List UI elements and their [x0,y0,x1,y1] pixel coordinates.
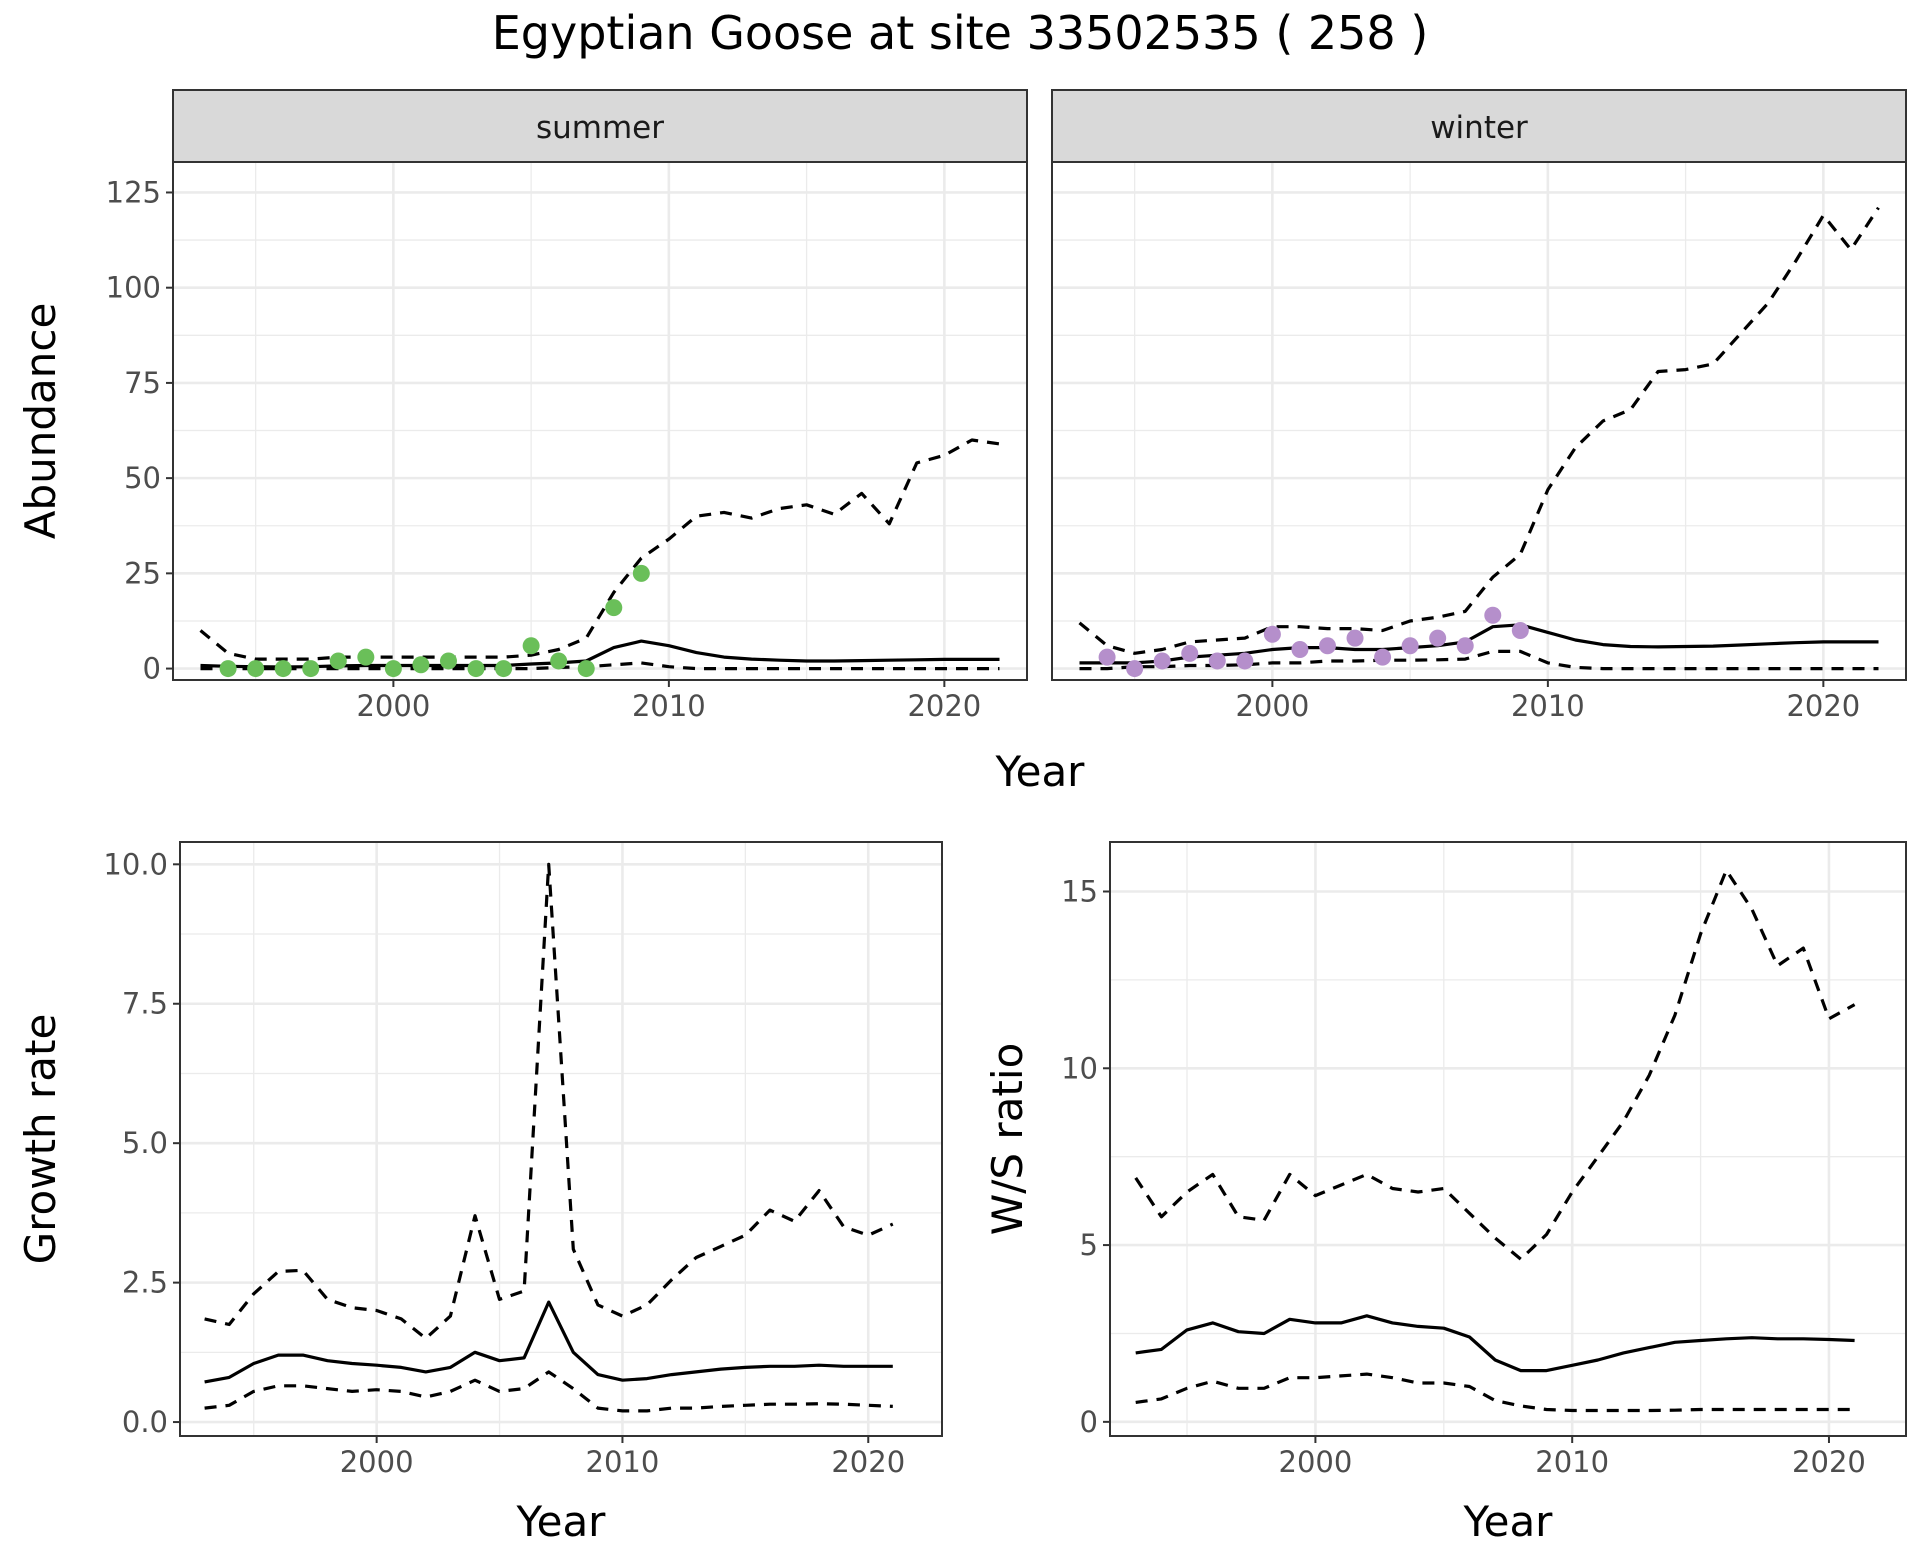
x-axis-title-growth: Year [516,1497,607,1546]
y-tick-label: 10.0 [103,847,168,881]
data-point [495,660,513,678]
y-tick-label: 0.0 [122,1405,168,1439]
facet-strip-label: summer [536,110,664,146]
panel-border [1051,161,1907,681]
x-tick-label: 2000 [356,689,430,723]
abundance-panel-winter: winter 2000 2010 2020 [1051,89,1907,723]
x-tick-label: 2000 [1279,1445,1353,1479]
facet-strip [1051,89,1907,163]
data-point [605,599,623,617]
series-line-upper [204,862,894,1340]
series-line-estimate [204,1300,893,1384]
axis-titles: Year Abundance Year Growth rate Year W/S rati… [16,303,1553,1546]
y-tick-label: 0 [1080,1405,1098,1439]
data-point [522,637,540,655]
data-point [1346,629,1364,647]
data-point [274,660,292,678]
data-point [467,660,485,678]
data-point [1236,652,1254,670]
y-tick-label: 7.5 [122,987,168,1021]
data-point [302,660,320,678]
series-line-lower [200,661,1000,671]
x-tick-label: 2000 [1235,689,1309,723]
plot-background [173,162,1027,680]
data-point [1374,648,1392,666]
data-point [1318,637,1336,655]
x-axis-title-ws: Year [1463,1497,1554,1546]
x-tick-label: 2000 [340,1445,414,1479]
x-axis-title-abundance: Year [995,747,1086,796]
series-line-upper [1078,206,1880,655]
y-axis-title-growth: Growth rate [16,1014,65,1265]
y-tick-label: 25 [124,556,161,590]
data-point [1098,648,1116,666]
data-point [357,648,375,666]
data-point [219,660,237,678]
abundance-panel-summer: summer 2000 2010 2020 0 25 50 75 100 125 [106,89,1028,723]
plot-background [1110,842,1906,1436]
x-tick-label: 2020 [1792,1445,1866,1479]
series-line-upper [199,438,1000,661]
y-axis-title-abundance: Abundance [16,303,65,540]
x-tick-label: 2020 [831,1445,905,1479]
x-tick-label: 2020 [1786,689,1860,723]
y-axis-title-ws: W/S ratio [983,1043,1032,1236]
x-tick-label: 2010 [1511,689,1585,723]
facet-strip-label: winter [1430,110,1528,146]
data-point [1429,629,1447,647]
data-point [384,660,402,678]
series-line-lower [1135,1372,1855,1413]
data-point [550,652,568,670]
data-point [1263,625,1281,643]
y-tick-label: 2.5 [122,1266,168,1300]
y-tick-label: 75 [124,366,161,400]
data-point [1126,660,1144,678]
data-point [1153,652,1171,670]
data-point [577,660,595,678]
panel-border [1109,841,1907,1437]
data-point [1456,637,1474,655]
data-point [1484,606,1502,624]
data-point [632,564,650,582]
x-tick-label: 2010 [586,1445,660,1479]
x-tick-label: 2010 [1535,1445,1609,1479]
data-point [412,656,430,674]
y-tick-label: 15 [1061,875,1098,909]
ws-ratio-panel: 2000 2010 2020 0 5 10 15 [1061,841,1907,1479]
facet-strip [172,89,1028,163]
data-point [439,652,457,670]
data-point [1208,652,1226,670]
y-tick-label: 100 [106,271,161,305]
growth-rate-panel: 2000 2010 2020 0.0 2.5 5.0 7.5 10.0 [103,841,943,1479]
series-line-estimate [1135,1314,1855,1373]
y-tick-label: 5 [1080,1228,1098,1262]
data-point [1511,621,1529,639]
panel-border [172,161,1028,681]
data-point [1291,641,1309,659]
data-point [1181,644,1199,662]
chart-title: Egyptian Goose at site 33502535 ( 258 ) [491,6,1429,60]
y-tick-label: 50 [124,461,161,495]
series-line-upper [1134,868,1856,1261]
x-tick-label: 2010 [632,689,706,723]
y-tick-label: 5.0 [122,1126,168,1160]
y-tick-label: 0 [143,652,161,686]
y-tick-label: 10 [1061,1051,1098,1085]
y-tick-label: 125 [106,175,161,209]
series-line-lower [204,1370,893,1413]
data-point [1401,637,1419,655]
data-point [247,660,265,678]
data-point [329,652,347,670]
x-tick-label: 2020 [907,689,981,723]
panel-border [179,841,943,1437]
plot-background [180,842,942,1436]
